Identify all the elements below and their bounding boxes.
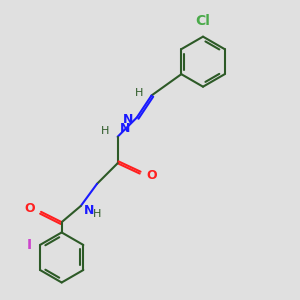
Text: H: H xyxy=(101,126,110,136)
Text: I: I xyxy=(27,238,32,252)
Text: O: O xyxy=(146,169,157,182)
Text: Cl: Cl xyxy=(196,14,210,28)
Text: N: N xyxy=(123,112,133,126)
Text: H: H xyxy=(93,209,101,219)
Text: O: O xyxy=(24,202,34,215)
Text: N: N xyxy=(84,205,94,218)
Text: N: N xyxy=(120,122,130,135)
Text: H: H xyxy=(135,88,143,98)
